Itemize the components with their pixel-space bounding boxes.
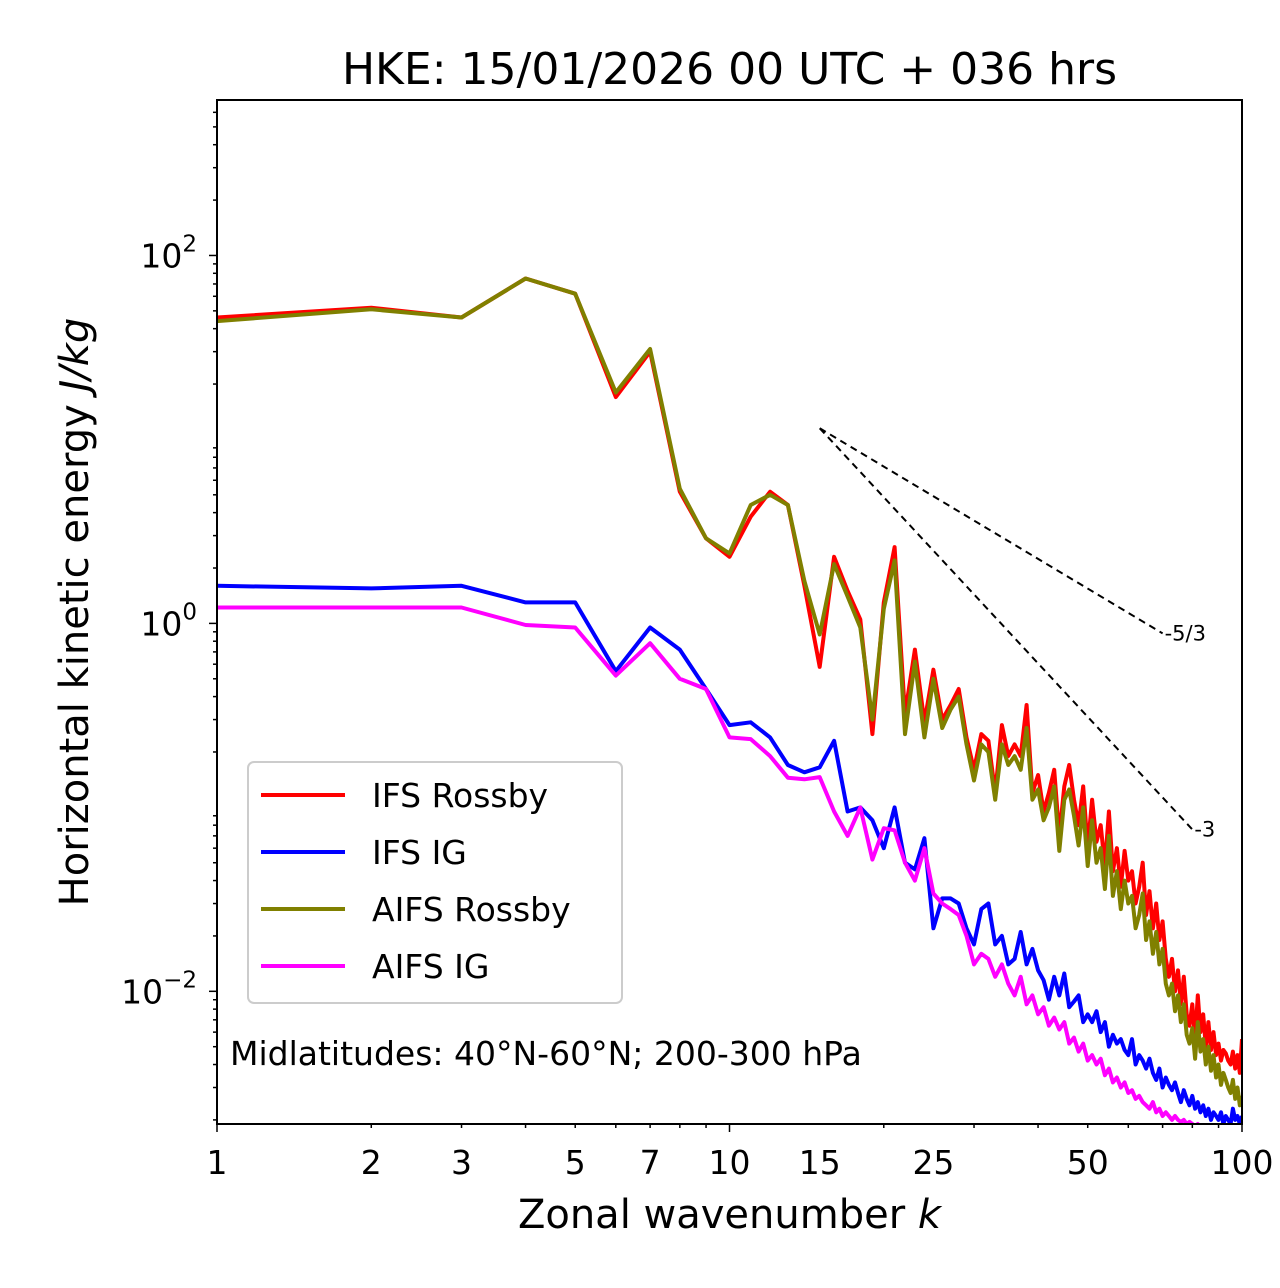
reference-slope-label: -5/3	[1165, 621, 1206, 645]
reference-slopes	[819, 427, 1194, 831]
y-tick-exponent: 2	[182, 231, 197, 257]
reference-slope-labels: -5/3 -3	[1165, 621, 1216, 841]
chart-title: HKE: 15/01/2026 00 UTC + 036 hrs	[342, 44, 1117, 95]
legend-label: IFS IG	[372, 833, 467, 872]
y-tick-label: 102	[140, 231, 197, 275]
y-tick-label: 100	[140, 599, 197, 643]
y-axis-label-units: J/kg	[52, 318, 98, 399]
y-tick-base: 10	[140, 604, 182, 643]
legend-label: IFS Rossby	[372, 776, 548, 815]
x-tick-labels: 1 2 3 5 7 10 15 25 50 100	[207, 1143, 1274, 1182]
x-tick-label: 50	[1067, 1143, 1109, 1182]
reference-slope-line	[819, 427, 1164, 635]
legend-box	[247, 761, 623, 1004]
series-line-ifs-ig	[217, 583, 1242, 1124]
legend-label: AIFS Rossby	[372, 890, 571, 929]
major-ticks	[209, 254, 1243, 1132]
x-tick-label: 100	[1211, 1143, 1274, 1182]
y-axis-label-text: Horizontal kinetic energy	[52, 392, 98, 907]
y-tick-base: 10	[140, 236, 182, 275]
x-tick-label: 2	[361, 1143, 382, 1182]
x-axis-label-text: Zonal wavenumber	[518, 1192, 918, 1238]
x-tick-label: 1	[207, 1143, 228, 1182]
x-tick-label: 15	[799, 1143, 841, 1182]
x-tick-label: 10	[709, 1143, 751, 1182]
series-line-aifs-rossby	[217, 276, 1242, 1108]
reference-slope-label: -3	[1194, 817, 1215, 841]
plot-frame	[216, 99, 1243, 1125]
y-tick-label: 10−2	[121, 967, 197, 1011]
reference-slope-line	[819, 427, 1194, 831]
x-tick-label: 3	[451, 1143, 472, 1182]
x-tick-label: 5	[565, 1143, 586, 1182]
y-tick-exponent: −2	[163, 967, 197, 993]
x-axis-label: Zonal wavenumber k	[518, 1192, 943, 1238]
legend-entries: IFS Rossby IFS IG AIFS Rossby AIFS IG	[261, 776, 571, 986]
legend-label: AIFS IG	[372, 947, 489, 986]
series-lines	[217, 276, 1242, 1124]
region-annotation: Midlatitudes: 40°N-60°N; 200-300 hPa	[230, 1034, 862, 1073]
y-tick-exponent: 0	[182, 599, 197, 625]
legend: IFS Rossby IFS IG AIFS Rossby AIFS IG	[247, 761, 623, 1004]
x-tick-label: 7	[640, 1143, 661, 1182]
y-axis-label: Horizontal kinetic energy J/kg	[52, 318, 98, 907]
series-line-aifs-ig	[217, 605, 1201, 1124]
y-tick-base: 10	[121, 972, 163, 1011]
x-tick-label: 25	[912, 1143, 954, 1182]
x-axis-label-var: k	[918, 1192, 943, 1238]
